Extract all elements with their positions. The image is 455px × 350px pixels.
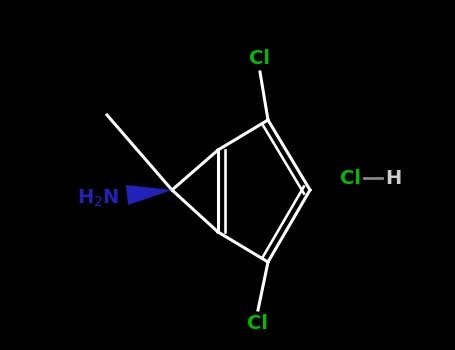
- Text: H$_2$N: H$_2$N: [77, 187, 119, 209]
- Polygon shape: [126, 185, 172, 205]
- Text: Cl: Cl: [249, 49, 271, 68]
- Text: H: H: [385, 168, 401, 188]
- Text: Cl: Cl: [340, 168, 361, 188]
- Text: Cl: Cl: [248, 314, 268, 333]
